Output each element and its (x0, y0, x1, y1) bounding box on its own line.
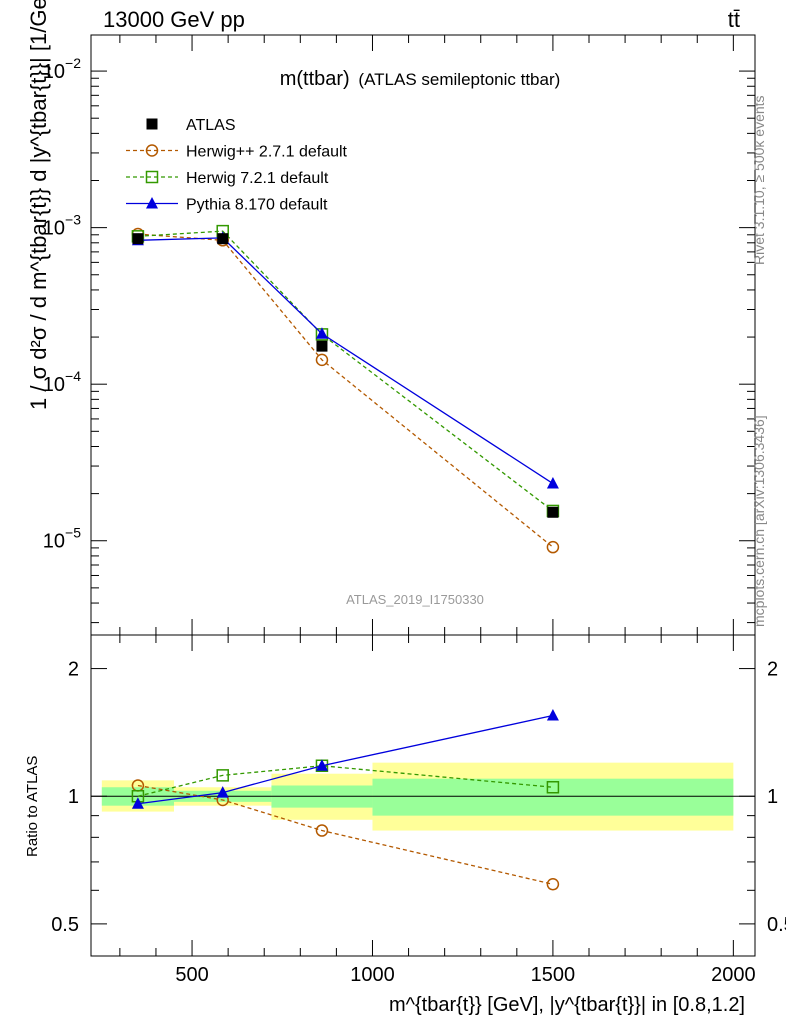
legend-marker (146, 197, 158, 209)
ratio-herwig-7-2-1-default-point (216, 769, 229, 782)
y-tick-label-right: 1 (767, 786, 778, 808)
legend-marker (145, 170, 159, 184)
ratio-pythia-8-170-default-line (137, 714, 554, 805)
mcplots-label: mcplots.cern.ch [arXiv:1306.3436] (751, 415, 767, 627)
legend-entry-herwig-7-2-1-default: Herwig 7.2.1 default (126, 170, 329, 187)
legend-entry-pythia-8-170-default: Pythia 8.170 default (126, 197, 328, 214)
ratio-plot-frame (90, 634, 756, 957)
atlas-point (547, 506, 559, 518)
x-tick-label: 1500 (531, 964, 576, 986)
plot-title: m(ttbar) (ATLAS semileptonic ttbar) (280, 68, 561, 90)
ratio-herwig-7-2-1-default-line (137, 765, 553, 797)
y-tick-label: 2 (68, 659, 79, 681)
y-tick-label: 10−4 (43, 368, 81, 396)
ratio-y-axis-label: Ratio to ATLAS (24, 756, 41, 857)
atlas-point (217, 233, 229, 245)
x-tick-label: 2000 (711, 964, 756, 986)
legend-entry-atlas: ATLAS (146, 117, 236, 134)
x-tick-label: 1000 (350, 964, 395, 986)
y-tick-label-right: 2 (767, 659, 778, 681)
main-series (131, 224, 560, 554)
herwig-2-7-1-default-line (137, 233, 554, 548)
legend-marker (146, 118, 158, 130)
analysis-watermark: ATLAS_2019_I1750330 (346, 592, 484, 607)
y-tick-label: 1 (68, 786, 79, 808)
legend-marker (145, 144, 159, 157)
ratio-herwig-7-2-1-default-point (546, 780, 560, 794)
pythia-8-170-default-line (137, 237, 554, 485)
y-tick-label: 10−5 (43, 525, 81, 553)
ratio-pythia-8-170-default-point (315, 759, 328, 771)
legend-label: Herwig++ 2.7.1 default (186, 144, 348, 161)
legend-label: Herwig 7.2.1 default (186, 170, 329, 187)
ratio-pythia-8-170-default-point (546, 709, 559, 721)
y-tick-label: 0.5 (51, 914, 79, 936)
ratio-herwig-2-7-1-default-line (137, 784, 554, 885)
x-axis-label: m^{tbar{t}} [GeV], |y^{tbar{t}}| in [0.8… (389, 994, 745, 1016)
plot-title-main: m(ttbar) (280, 68, 350, 90)
stat-uncertainty-band (372, 778, 734, 816)
y-tick-label-right: 0.5 (767, 914, 786, 936)
herwig-7-2-1-default-line (137, 230, 554, 512)
pythia-8-170-default-point (315, 327, 328, 339)
plot-title-rest: (ATLAS semileptonic ttbar) (358, 70, 560, 89)
pythia-8-170-default-point (546, 477, 559, 489)
ratio-series (131, 709, 560, 891)
ratio-ticks: 500 1000 1500 2000 0.5 0.5 1 1 2 2 (51, 635, 786, 986)
ratio-pythia-8-170-default-point (216, 786, 229, 798)
energy-label: 13000 GeV pp (103, 7, 245, 32)
legend-entry-herwig-2-7-1-default: Herwig++ 2.7.1 default (126, 144, 348, 161)
y-tick-label: 10−3 (43, 212, 81, 240)
main-ticks: 10−5 10−4 10−3 10−2 (43, 35, 755, 635)
legend: ATLAS Herwig++ 2.7.1 default Herwig 7.2.1 … (126, 117, 348, 214)
ratio-herwig-2-7-1-default-point (315, 824, 329, 837)
ratio-pythia-8-170-default-point (131, 797, 144, 809)
herwig-2-7-1-default-point (315, 353, 329, 367)
y-tick-label: 10−2 (43, 55, 81, 83)
ratio-herwig-2-7-1-default-point (546, 878, 560, 891)
atlas-point (316, 340, 328, 352)
herwig-2-7-1-default-point (546, 540, 560, 554)
process-label: tt̄ (728, 7, 740, 32)
main-y-axis-label: 1 / σ d²σ / d m^{tbar{t}} d |y^{tbar{t}}… (26, 0, 51, 410)
rivet-label: Rivet 3.1.10, ≥ 500k events (751, 95, 767, 265)
main-y-axis-label-text: 1 / σ d²σ / d m^{tbar{t}} d |y^{tbar{t}}… (26, 0, 51, 410)
atlas-point (132, 233, 144, 245)
legend-label: Pythia 8.170 default (186, 197, 328, 214)
legend-label: ATLAS (186, 117, 236, 134)
x-tick-label: 500 (175, 964, 208, 986)
